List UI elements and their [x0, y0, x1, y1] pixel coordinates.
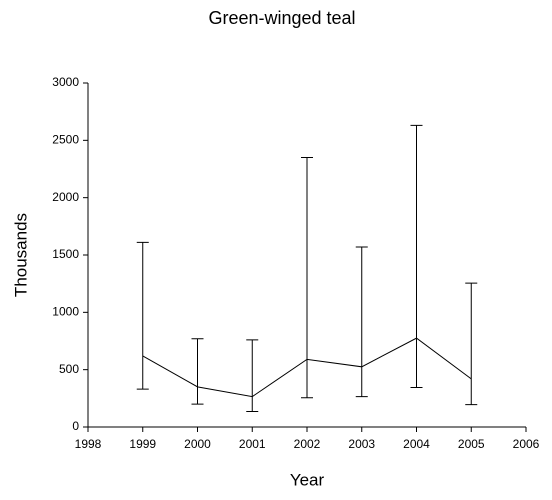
- y-tick-label: 2000: [52, 190, 79, 204]
- x-tick-label: 2003: [348, 437, 375, 451]
- error-bar: [191, 338, 204, 405]
- chart-title: Green-winged teal: [208, 8, 355, 28]
- y-tick-label: 1500: [52, 247, 79, 261]
- y-tick-label: 3000: [52, 75, 79, 89]
- x-axis-label: Year: [290, 470, 325, 489]
- y-tick-label: 0: [72, 419, 79, 433]
- error-bar: [465, 282, 478, 406]
- x-tick-label: 2004: [403, 437, 430, 451]
- x-tick-label: 2000: [184, 437, 211, 451]
- y-tick-label: 2500: [52, 133, 79, 147]
- data-line: [142, 337, 472, 398]
- y-tick-label: 500: [59, 362, 79, 376]
- y-axis-label: Thousands: [11, 213, 30, 297]
- x-tick-label: 2001: [239, 437, 266, 451]
- error-bar: [136, 241, 149, 390]
- x-tick-label: 2006: [513, 437, 540, 451]
- error-bar: [355, 246, 368, 398]
- x-tick-label: 2002: [294, 437, 321, 451]
- x-tick-label: 2005: [458, 437, 485, 451]
- y-tick-label: 1000: [52, 305, 79, 319]
- error-bar: [410, 124, 423, 388]
- x-tick-label: 1998: [75, 437, 102, 451]
- error-bar: [301, 157, 313, 399]
- x-tick-label: 1999: [129, 437, 156, 451]
- error-bar: [246, 339, 259, 413]
